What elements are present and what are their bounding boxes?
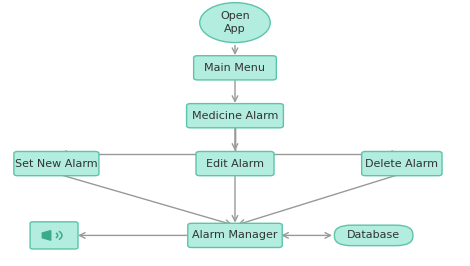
Circle shape — [200, 3, 270, 43]
Text: Database: Database — [347, 230, 400, 240]
Text: Open
App: Open App — [220, 11, 250, 34]
Text: Edit Alarm: Edit Alarm — [206, 159, 264, 169]
Text: Set New Alarm: Set New Alarm — [15, 159, 98, 169]
Text: Alarm Manager: Alarm Manager — [192, 230, 278, 240]
FancyBboxPatch shape — [14, 152, 99, 176]
Polygon shape — [42, 231, 51, 240]
Text: Delete Alarm: Delete Alarm — [365, 159, 439, 169]
Text: Main Menu: Main Menu — [204, 63, 266, 73]
Text: Medicine Alarm: Medicine Alarm — [192, 111, 278, 121]
FancyBboxPatch shape — [362, 152, 442, 176]
FancyBboxPatch shape — [187, 104, 283, 128]
FancyBboxPatch shape — [188, 223, 282, 247]
FancyBboxPatch shape — [335, 225, 413, 246]
FancyBboxPatch shape — [194, 56, 276, 80]
FancyBboxPatch shape — [30, 222, 78, 249]
FancyBboxPatch shape — [196, 152, 274, 176]
